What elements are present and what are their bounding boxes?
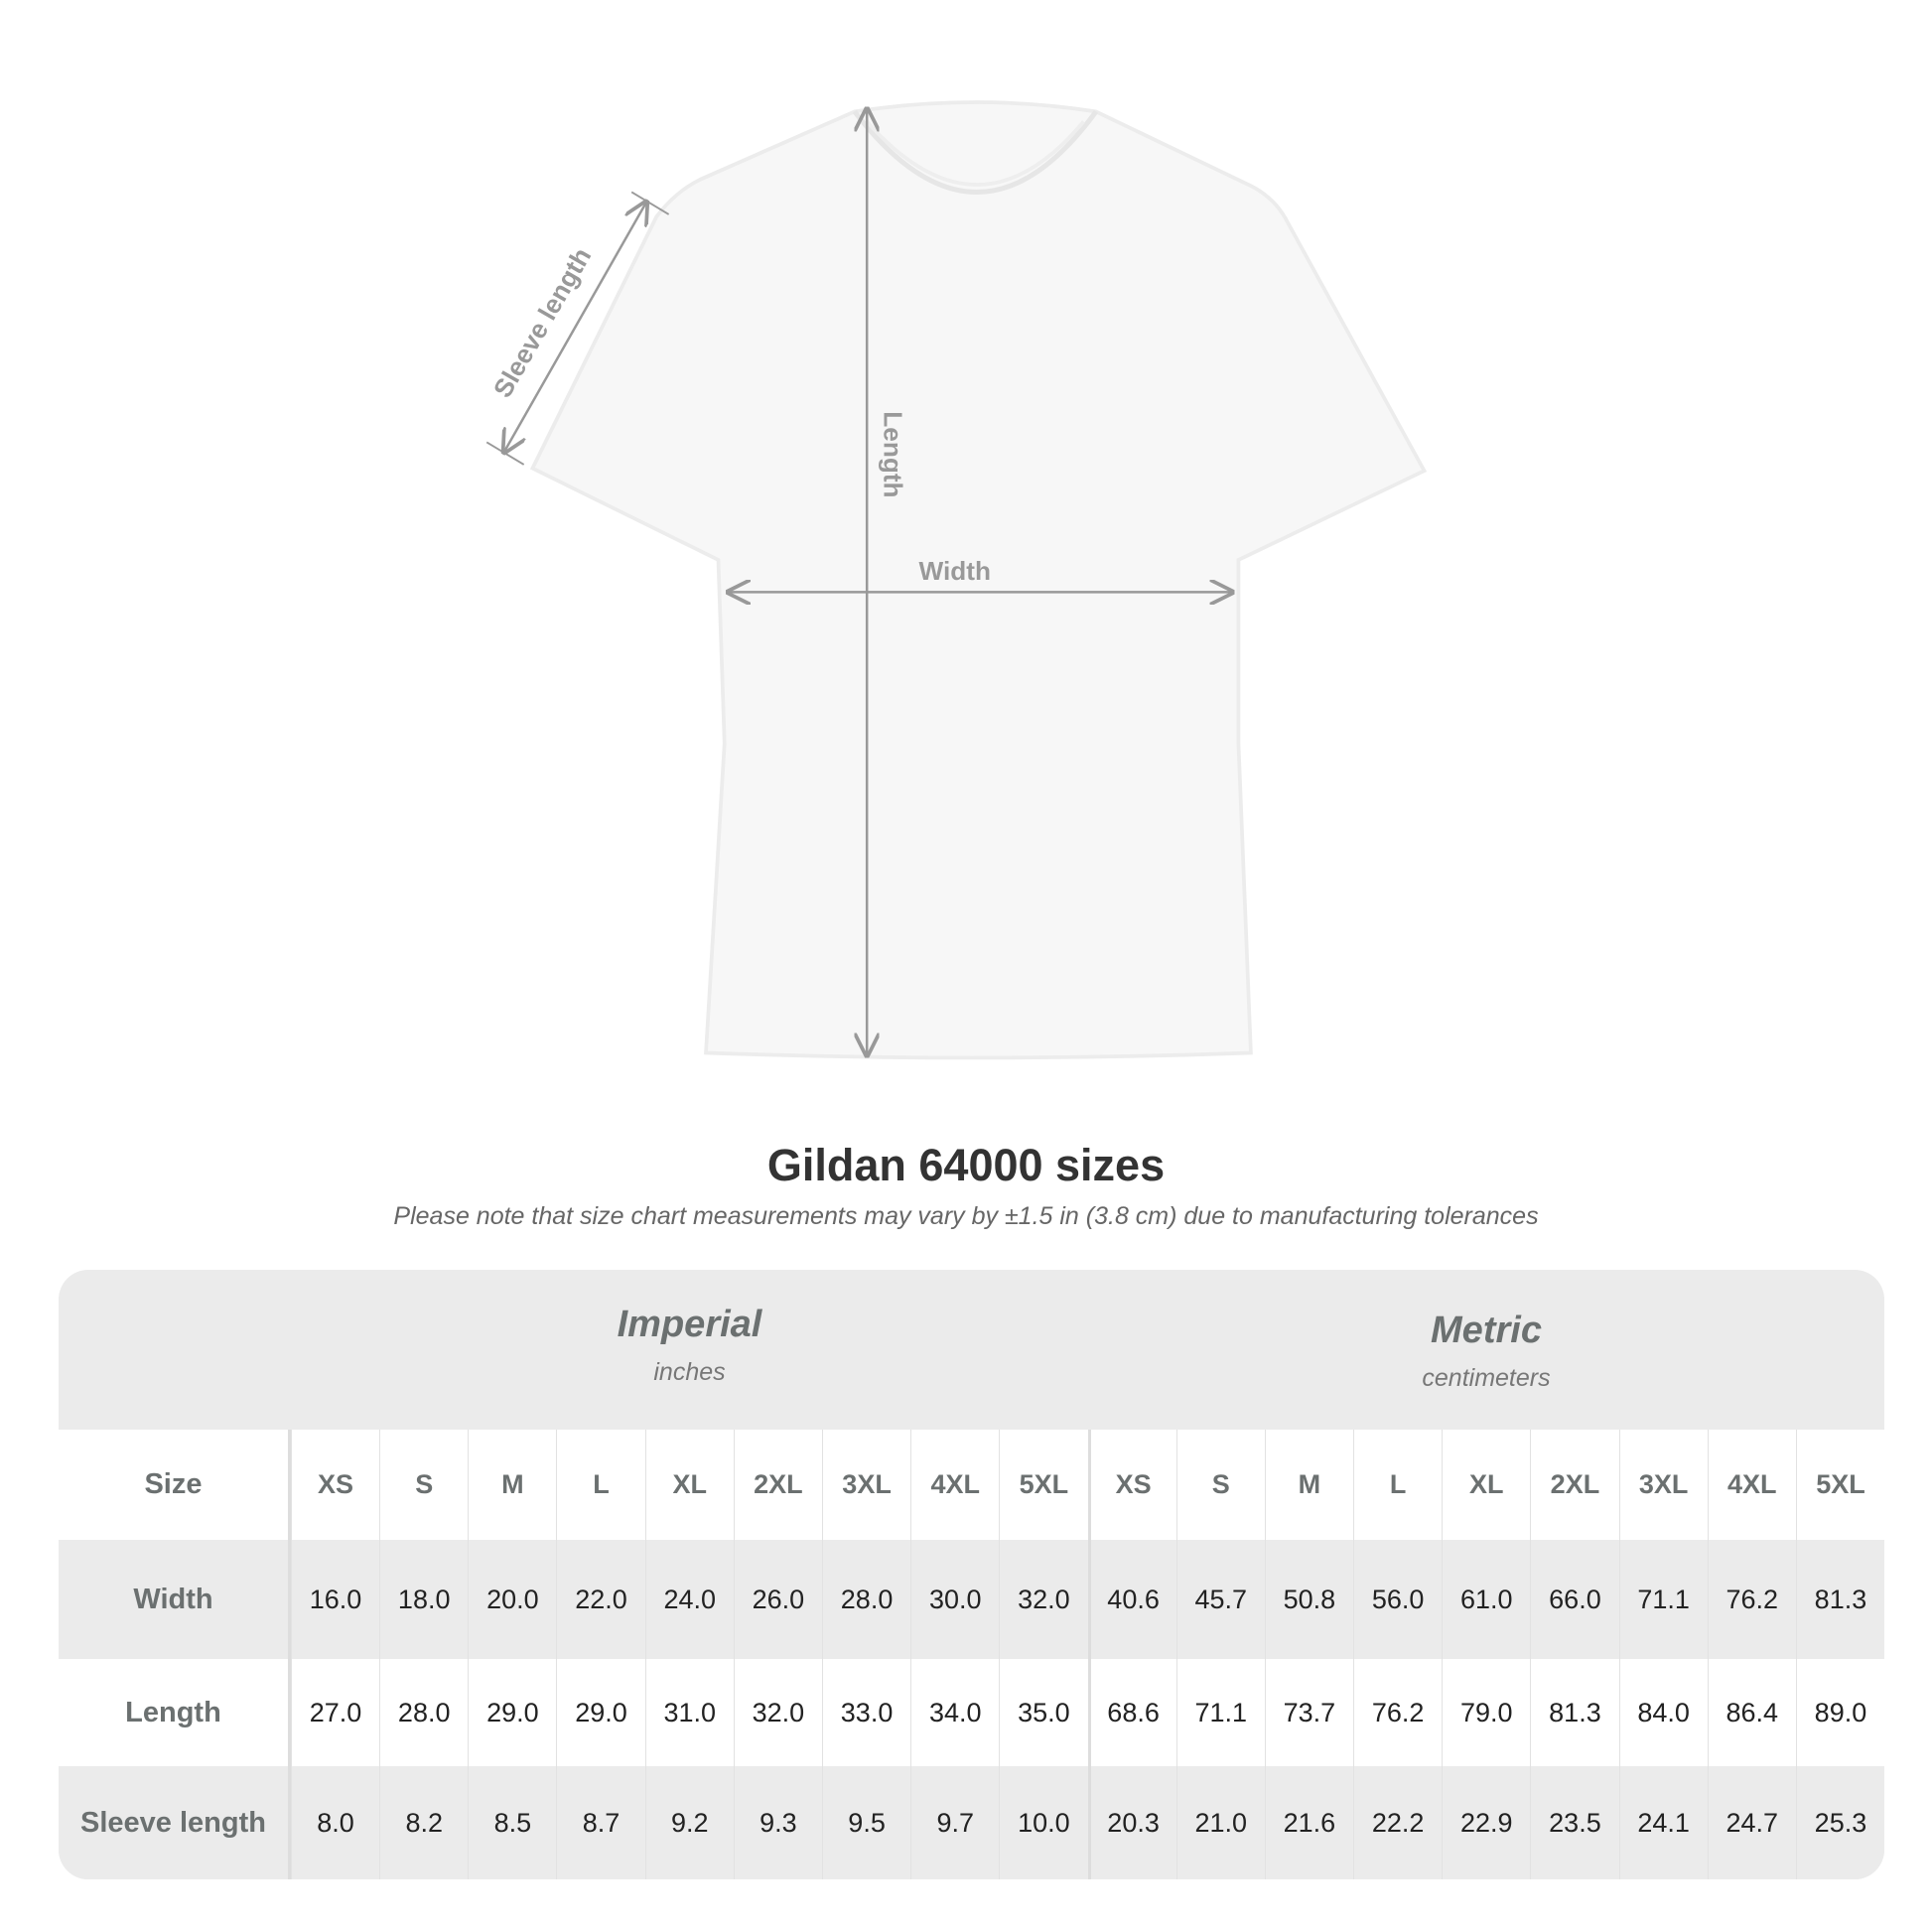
size-label: Size xyxy=(59,1430,291,1540)
value-cell: 8.0 xyxy=(290,1766,379,1879)
value-cell: 34.0 xyxy=(910,1659,999,1766)
value-cell: 22.2 xyxy=(1353,1766,1442,1879)
row-label: Width xyxy=(59,1540,291,1659)
value-cell: 20.3 xyxy=(1087,1766,1176,1879)
metric-unit: centimeters xyxy=(1422,1364,1551,1392)
value-cell: 81.3 xyxy=(1530,1659,1618,1766)
value-cell: 28.0 xyxy=(821,1540,910,1659)
value-cell: 29.0 xyxy=(468,1659,556,1766)
size-header-metric-2xl: 2XL xyxy=(1530,1430,1618,1540)
value-cell: 8.7 xyxy=(556,1766,644,1879)
size-header-imperial-5xl: 5XL xyxy=(999,1430,1087,1540)
size-header-metric-3xl: 3XL xyxy=(1618,1430,1708,1540)
size-header-imperial-xs: XS xyxy=(290,1430,379,1540)
value-cell: 76.2 xyxy=(1707,1540,1796,1659)
metric-header: Metric centimeters xyxy=(1088,1270,1884,1430)
value-cell: 8.5 xyxy=(468,1766,556,1879)
tshirt-diagram: Length Width Sleeve length xyxy=(485,100,1428,1060)
table-row: Width 16.0 18.0 20.0 22.0 24.0 26.0 28.0 30.0 32.… xyxy=(59,1540,1884,1659)
size-row: Size XS S M L XL 2XL 3XL 4XL 5XL XS S M L XL 2XL 3XL 4XL 5… xyxy=(59,1430,1884,1540)
value-cell: 56.0 xyxy=(1353,1540,1442,1659)
value-cell: 61.0 xyxy=(1442,1540,1530,1659)
value-cell: 71.1 xyxy=(1618,1540,1708,1659)
value-cell: 24.1 xyxy=(1618,1766,1708,1879)
value-cell: 8.2 xyxy=(379,1766,468,1879)
size-header-imperial-xl: XL xyxy=(644,1430,734,1540)
sleeve-arrow xyxy=(504,202,646,452)
value-cell: 45.7 xyxy=(1175,1540,1265,1659)
value-cell: 20.0 xyxy=(468,1540,556,1659)
value-cell: 16.0 xyxy=(290,1540,379,1659)
value-cell: 24.0 xyxy=(644,1540,734,1659)
table-row: Length 27.0 28.0 29.0 29.0 31.0 32.0 33.0 34.0 35… xyxy=(59,1659,1884,1766)
value-cell: 30.0 xyxy=(910,1540,999,1659)
value-cell: 9.5 xyxy=(821,1766,910,1879)
value-cell: 40.6 xyxy=(1087,1540,1176,1659)
size-header-metric-4xl: 4XL xyxy=(1707,1430,1796,1540)
size-header-metric-xs: XS xyxy=(1087,1430,1176,1540)
size-header-metric-5xl: 5XL xyxy=(1795,1430,1884,1540)
value-cell: 22.0 xyxy=(556,1540,644,1659)
value-cell: 32.0 xyxy=(999,1540,1087,1659)
value-cell: 24.7 xyxy=(1707,1766,1796,1879)
value-cell: 68.6 xyxy=(1087,1659,1176,1766)
size-header-imperial-m: M xyxy=(468,1430,556,1540)
imperial-unit: inches xyxy=(653,1358,726,1386)
value-cell: 25.3 xyxy=(1795,1766,1884,1879)
tolerance-note: Please note that size chart measurements… xyxy=(393,1202,1539,1230)
value-cell: 35.0 xyxy=(999,1659,1087,1766)
value-cell: 21.0 xyxy=(1175,1766,1265,1879)
value-cell: 84.0 xyxy=(1618,1659,1708,1766)
table-row: Sleeve length 8.0 8.2 8.5 8.7 9.2 9.3 9.5 9.7 10.… xyxy=(59,1766,1884,1879)
value-cell: 71.1 xyxy=(1175,1659,1265,1766)
value-cell: 9.7 xyxy=(910,1766,999,1879)
value-cell: 29.0 xyxy=(556,1659,644,1766)
value-cell: 33.0 xyxy=(821,1659,910,1766)
value-cell: 18.0 xyxy=(379,1540,468,1659)
value-cell: 9.3 xyxy=(733,1766,822,1879)
value-cell: 76.2 xyxy=(1353,1659,1442,1766)
metric-title: Metric xyxy=(1431,1310,1542,1351)
value-cell: 73.7 xyxy=(1264,1659,1353,1766)
value-cell: 79.0 xyxy=(1442,1659,1530,1766)
value-cell: 21.6 xyxy=(1264,1766,1353,1879)
size-header-metric-m: M xyxy=(1264,1430,1353,1540)
size-table: Imperial inches Metric centimeters Size X… xyxy=(59,1270,1884,1879)
width-label: Width xyxy=(919,556,991,586)
length-label: Length xyxy=(879,411,908,497)
value-cell: 86.4 xyxy=(1707,1659,1796,1766)
size-header-metric-s: S xyxy=(1175,1430,1265,1540)
value-cell: 26.0 xyxy=(733,1540,822,1659)
value-cell: 28.0 xyxy=(379,1659,468,1766)
row-label: Sleeve length xyxy=(59,1766,291,1879)
value-cell: 89.0 xyxy=(1795,1659,1884,1766)
value-cell: 50.8 xyxy=(1264,1540,1353,1659)
row-label: Length xyxy=(59,1659,291,1766)
value-cell: 66.0 xyxy=(1530,1540,1618,1659)
value-cell: 27.0 xyxy=(290,1659,379,1766)
value-cell: 31.0 xyxy=(644,1659,734,1766)
value-cell: 32.0 xyxy=(733,1659,822,1766)
size-header-imperial-4xl: 4XL xyxy=(910,1430,999,1540)
size-header-imperial-s: S xyxy=(379,1430,468,1540)
value-cell: 22.9 xyxy=(1442,1766,1530,1879)
size-header-imperial-2xl: 2XL xyxy=(733,1430,822,1540)
size-header-metric-l: L xyxy=(1353,1430,1442,1540)
imperial-header: Imperial inches xyxy=(291,1270,1088,1430)
size-header-imperial-3xl: 3XL xyxy=(821,1430,910,1540)
imperial-title: Imperial xyxy=(617,1304,762,1345)
size-header-imperial-l: L xyxy=(556,1430,644,1540)
size-header-metric-xl: XL xyxy=(1442,1430,1530,1540)
value-cell: 9.2 xyxy=(644,1766,734,1879)
page-title: Gildan 64000 sizes xyxy=(766,1140,1166,1190)
value-cell: 81.3 xyxy=(1795,1540,1884,1659)
value-cell: 10.0 xyxy=(999,1766,1087,1879)
value-cell: 23.5 xyxy=(1530,1766,1618,1879)
